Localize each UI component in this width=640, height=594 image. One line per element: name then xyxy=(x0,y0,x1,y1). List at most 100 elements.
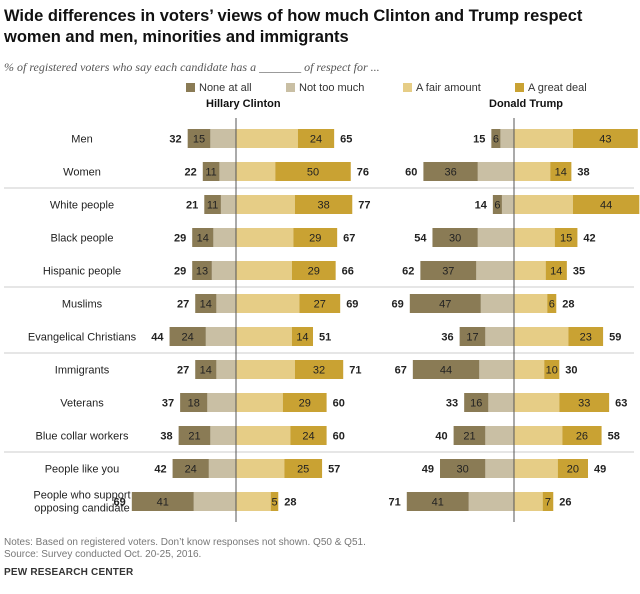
bar-great-deal-clinton xyxy=(290,426,327,445)
bar-fair-amount-clinton xyxy=(236,228,294,247)
bar-none-at-all-clinton xyxy=(169,327,206,346)
data-label-none-at-all: 15 xyxy=(193,134,205,146)
legend-item-a-fair-amount: A fair amount xyxy=(403,82,481,94)
data-label-negative-total: 67 xyxy=(395,365,407,377)
data-label-negative-total: 38 xyxy=(160,431,172,443)
bar-fair-amount-trump xyxy=(514,492,543,511)
bar-none-at-all-trump xyxy=(459,327,486,346)
data-label-none-at-all: 6 xyxy=(493,134,499,146)
bar-none-at-all-trump xyxy=(420,261,477,280)
data-label-great-deal: 6 xyxy=(549,299,555,311)
bar-none-at-all-trump xyxy=(491,129,501,148)
bar-great-deal-clinton xyxy=(297,129,335,148)
data-label-great-deal: 29 xyxy=(299,398,311,410)
data-label-great-deal: 43 xyxy=(599,134,611,146)
data-label-great-deal: 14 xyxy=(555,167,567,179)
legend-label-none-at-all: None at all xyxy=(199,82,252,94)
bar-great-deal-clinton xyxy=(270,492,279,511)
data-label-negative-total: 69 xyxy=(114,497,126,509)
legend-swatch-not-too-much xyxy=(286,83,295,92)
bar-not-too-much-trump xyxy=(485,459,514,478)
bar-none-at-all-trump xyxy=(406,492,469,511)
data-label-none-at-all: 21 xyxy=(463,431,475,443)
bar-fair-amount-trump xyxy=(514,393,560,412)
data-label-negative-total: 71 xyxy=(389,497,401,509)
data-label-none-at-all: 37 xyxy=(442,266,454,278)
bar-fair-amount-trump xyxy=(514,228,555,247)
data-label-negative-total: 14 xyxy=(475,200,488,212)
data-label-positive-total: 57 xyxy=(328,464,340,476)
bar-not-too-much-trump xyxy=(468,492,514,511)
bar-fair-amount-trump xyxy=(514,426,563,445)
data-label-none-at-all: 14 xyxy=(197,233,209,245)
bar-great-deal-trump xyxy=(547,294,557,313)
data-label-negative-total: 27 xyxy=(177,299,189,311)
legend-item-a-great-deal: A great deal xyxy=(515,82,587,94)
bar-fair-amount-clinton xyxy=(236,393,283,412)
bar-none-at-all-clinton xyxy=(195,360,217,379)
data-label-great-deal: 38 xyxy=(317,200,329,212)
bar-not-too-much-clinton xyxy=(205,327,236,346)
bar-none-at-all-clinton xyxy=(202,162,220,181)
data-label-none-at-all: 11 xyxy=(207,200,218,212)
bar-not-too-much-clinton xyxy=(219,162,236,181)
bar-fair-amount-trump xyxy=(514,162,551,181)
bar-not-too-much-clinton xyxy=(207,393,236,412)
bar-great-deal-trump xyxy=(559,393,610,412)
data-label-great-deal: 27 xyxy=(314,299,326,311)
data-label-none-at-all: 24 xyxy=(185,464,197,476)
data-label-none-at-all: 41 xyxy=(432,497,444,509)
bar-great-deal-clinton xyxy=(294,195,353,214)
data-label-great-deal: 14 xyxy=(550,266,562,278)
category-label: Women xyxy=(63,167,101,179)
data-label-great-deal: 15 xyxy=(560,233,572,245)
panel-title-clinton: Hillary Clinton xyxy=(206,98,281,110)
data-label-none-at-all: 47 xyxy=(439,299,451,311)
bar-fair-amount-clinton xyxy=(236,360,295,379)
legend-item-not-too-much: Not too much xyxy=(286,82,364,94)
bar-fair-amount-clinton xyxy=(236,195,295,214)
bar-great-deal-trump xyxy=(572,195,640,214)
data-label-positive-total: 69 xyxy=(346,299,358,311)
legend-label-not-too-much: Not too much xyxy=(299,82,365,94)
data-label-positive-total: 76 xyxy=(357,167,369,179)
data-label-negative-total: 29 xyxy=(174,233,186,245)
data-label-negative-total: 60 xyxy=(405,167,417,179)
bar-great-deal-clinton xyxy=(291,327,314,346)
bar-fair-amount-clinton xyxy=(236,162,276,181)
data-label-none-at-all: 18 xyxy=(188,398,200,410)
bar-great-deal-trump xyxy=(557,459,588,478)
data-label-negative-total: 54 xyxy=(414,233,427,245)
data-label-great-deal: 23 xyxy=(580,332,592,344)
category-label: Muslims xyxy=(62,299,103,311)
bar-not-too-much-trump xyxy=(488,393,514,412)
data-label-positive-total: 77 xyxy=(358,200,370,212)
bar-great-deal-clinton xyxy=(275,162,351,181)
bar-not-too-much-trump xyxy=(501,195,514,214)
data-label-negative-total: 33 xyxy=(446,398,458,410)
bar-fair-amount-clinton xyxy=(236,294,300,313)
data-label-great-deal: 10 xyxy=(546,365,558,377)
category-label: Black people xyxy=(51,233,114,245)
bar-not-too-much-trump xyxy=(479,360,514,379)
bar-not-too-much-trump xyxy=(477,228,514,247)
legend-label-a-fair-amount: A fair amount xyxy=(416,82,481,94)
panel-title-trump: Donald Trump xyxy=(489,98,563,110)
legend-swatch-none-at-all xyxy=(186,83,195,92)
data-label-positive-total: 38 xyxy=(577,167,589,179)
bar-great-deal-clinton xyxy=(299,294,341,313)
bar-none-at-all-trump xyxy=(492,195,502,214)
data-label-great-deal: 26 xyxy=(576,431,588,443)
data-label-great-deal: 25 xyxy=(297,464,309,476)
bar-none-at-all-trump xyxy=(432,228,478,247)
bar-fair-amount-trump xyxy=(514,294,548,313)
data-label-negative-total: 40 xyxy=(435,431,447,443)
data-label-positive-total: 26 xyxy=(559,497,571,509)
bar-great-deal-clinton xyxy=(284,459,323,478)
data-label-none-at-all: 30 xyxy=(457,464,469,476)
data-label-positive-total: 60 xyxy=(333,431,345,443)
bar-none-at-all-trump xyxy=(464,393,489,412)
bar-fair-amount-trump xyxy=(514,360,545,379)
chart-source: Source: Survey conducted Oct. 20-25, 201… xyxy=(4,549,202,560)
data-label-negative-total: 62 xyxy=(402,266,414,278)
